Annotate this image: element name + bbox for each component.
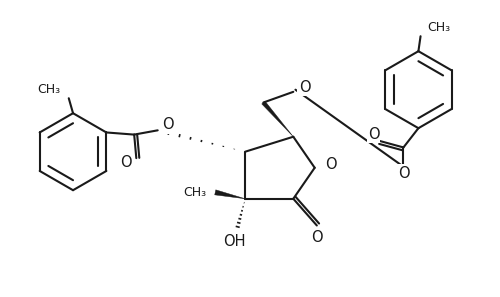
Text: CH₃: CH₃ xyxy=(427,21,450,34)
Text: O: O xyxy=(398,166,409,181)
Text: O: O xyxy=(298,80,310,95)
Text: CH₃: CH₃ xyxy=(184,186,206,199)
Polygon shape xyxy=(214,190,245,199)
Text: CH₃: CH₃ xyxy=(37,83,60,96)
Text: O: O xyxy=(326,157,337,172)
Text: O: O xyxy=(162,118,173,132)
Text: O: O xyxy=(368,127,380,142)
Text: OH: OH xyxy=(223,234,246,249)
Text: O: O xyxy=(120,155,132,170)
Text: O: O xyxy=(311,230,322,245)
Polygon shape xyxy=(262,101,294,137)
